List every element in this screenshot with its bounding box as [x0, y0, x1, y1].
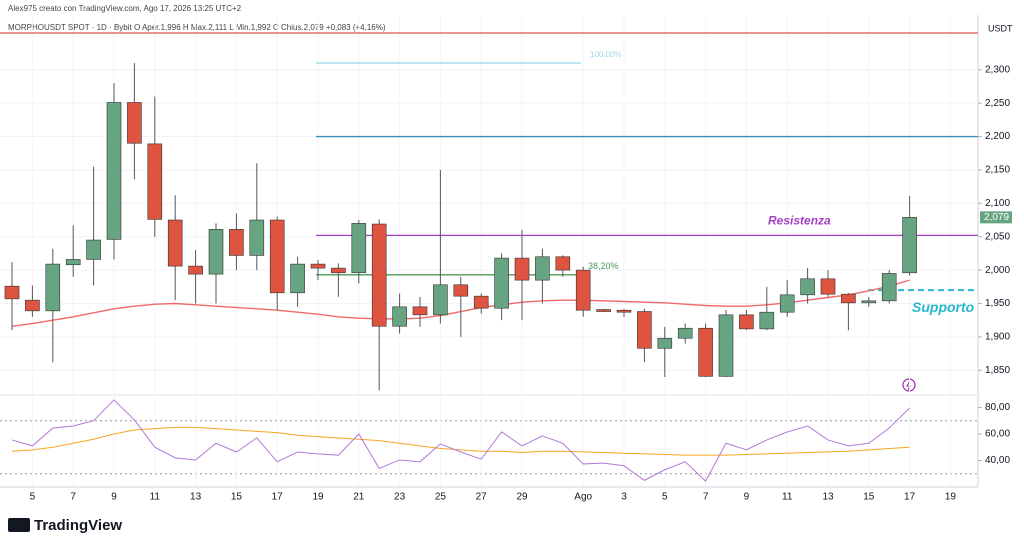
candle-body — [698, 327, 713, 377]
candle-body — [718, 314, 734, 377]
x-tick-label: 29 — [516, 492, 528, 503]
candle-body — [351, 223, 367, 274]
author: Alex975 creato con TradingView.com, Ago … — [8, 4, 242, 13]
x-tick-label: 7 — [70, 492, 76, 503]
candle-body — [555, 256, 571, 271]
level-label: Resistenza — [768, 214, 831, 228]
x-tick-label: 15 — [863, 492, 875, 503]
candle-body — [433, 284, 448, 316]
candle-body — [657, 337, 673, 349]
x-tick-label: 9 — [744, 492, 750, 503]
chart-title: MORPHOUSDT SPOT · 1D · Bybit O Aper.1,99… — [8, 23, 386, 32]
x-tick-label: 27 — [476, 492, 488, 503]
candle-body — [25, 299, 40, 312]
rsi-tick-label: 40,00 — [985, 455, 1010, 466]
last-price-label: 2,079 — [984, 212, 1009, 223]
x-tick-label: 23 — [394, 492, 406, 503]
candle-body — [371, 223, 387, 327]
logo-icon — [8, 518, 30, 532]
candle-body — [331, 267, 346, 274]
candle-body — [841, 293, 856, 304]
x-tick-label: 25 — [435, 492, 447, 503]
candle-body — [290, 263, 305, 294]
x-tick-label: 21 — [353, 492, 365, 503]
candle-body — [188, 265, 203, 275]
x-tick-label: 11 — [782, 492, 793, 503]
candle-body — [800, 278, 815, 296]
candle-body — [269, 219, 285, 294]
y-tick-label: 2,100 — [985, 198, 1010, 209]
candle-body — [861, 300, 877, 304]
candle-body — [208, 229, 224, 275]
candle-body — [575, 269, 591, 311]
x-tick-label: 19 — [312, 492, 324, 503]
candle-body — [820, 278, 836, 295]
candle-body — [514, 257, 530, 281]
candle-body — [881, 273, 897, 302]
y-tick-label: 2,150 — [985, 165, 1010, 176]
rsi-tick-label: 80,00 — [985, 402, 1010, 413]
candle-body — [637, 311, 652, 349]
level-label: 38,20% — [588, 261, 619, 271]
x-tick-label: Ago — [574, 492, 592, 503]
y-tick-label: 2,250 — [985, 98, 1010, 109]
x-tick-label: 17 — [272, 492, 284, 503]
candle-body — [739, 314, 754, 330]
x-tick-label: 17 — [904, 492, 916, 503]
candle-body — [759, 311, 775, 330]
y-tick-label: 1,850 — [985, 365, 1010, 376]
logo: TradingView — [34, 517, 122, 534]
x-tick-label: 5 — [662, 492, 668, 503]
y-tick-label: 2,300 — [985, 64, 1010, 75]
candle-body — [412, 306, 428, 316]
rsi-tick-label: 60,00 — [985, 429, 1010, 440]
last-price-box — [980, 211, 1012, 224]
candle-body — [86, 239, 101, 260]
candle-body — [453, 284, 469, 297]
x-tick-label: 9 — [111, 492, 117, 503]
level-label: Supporto — [912, 299, 975, 315]
candle-body — [494, 257, 509, 309]
candle-body — [535, 256, 550, 281]
y-tick-label: 1,950 — [985, 298, 1010, 309]
candle-body — [677, 327, 693, 339]
y-tick-label: 2,200 — [985, 131, 1010, 142]
candle-body — [167, 219, 183, 267]
event-icon-bolt — [906, 380, 911, 391]
candle-body — [473, 295, 489, 309]
candle-body — [310, 263, 326, 269]
candle-body — [249, 219, 265, 256]
x-tick-label: 13 — [190, 492, 202, 503]
candle-body — [596, 309, 611, 312]
y-tick-label: 2,050 — [985, 231, 1010, 242]
candle-body — [4, 285, 20, 300]
candle-body — [616, 309, 632, 313]
candle-body — [127, 102, 142, 144]
rsi-line — [11, 399, 910, 482]
candle-body — [65, 259, 81, 266]
candle-body — [229, 229, 244, 256]
x-tick-label: 5 — [30, 492, 36, 503]
candle-body — [779, 294, 795, 313]
x-tick-label: 7 — [703, 492, 709, 503]
y-tick-label: 2,000 — [985, 265, 1010, 276]
candle-body — [106, 102, 122, 240]
rsi-ma — [11, 426, 910, 456]
y-tick-label: 1,900 — [985, 332, 1010, 343]
candle-body — [902, 217, 917, 274]
candle-body — [147, 143, 163, 220]
x-tick-label: 15 — [231, 492, 243, 503]
event-icon — [902, 378, 916, 392]
unit: USDT — [988, 23, 1013, 33]
x-tick-label: 19 — [945, 492, 957, 503]
x-tick-label: 3 — [621, 492, 627, 503]
level-label: 100,00% — [590, 50, 622, 59]
candle-body — [45, 263, 61, 312]
candle-body — [392, 306, 407, 327]
x-tick-label: 13 — [822, 492, 834, 503]
x-tick-label: 11 — [150, 492, 161, 503]
